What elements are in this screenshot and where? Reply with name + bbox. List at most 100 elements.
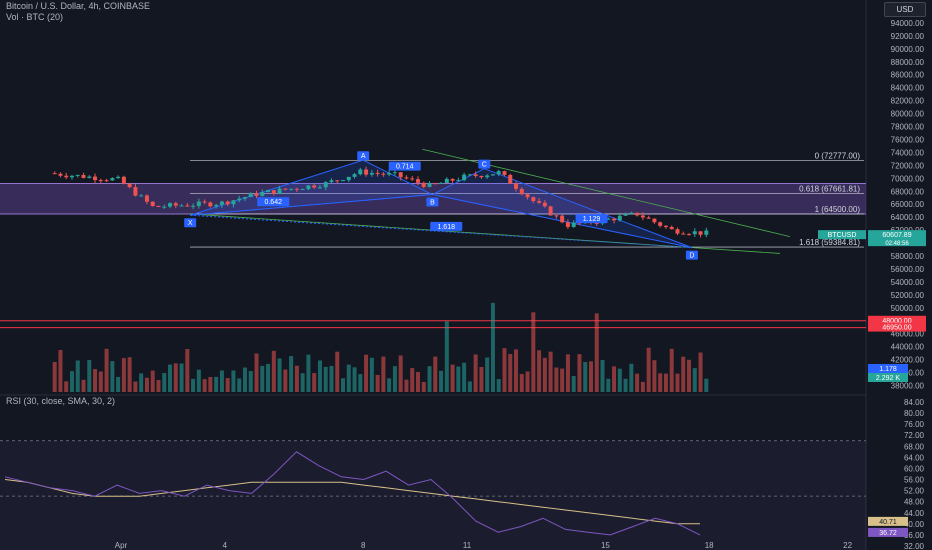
candle-body [658,222,663,226]
price-axis-label: 70000.00 [891,174,925,183]
volume-bar [289,356,294,392]
candle-body [329,180,334,183]
candle-body [277,188,282,194]
fib-level-label: 1.618 (59384.81) [799,238,860,247]
price-axis-label: 90000.00 [891,45,925,54]
volume-bar [81,379,86,392]
candle-body [606,218,611,220]
volume-bar [156,380,161,392]
candle-body [335,180,340,182]
volume-tag-label: 1.178 [879,366,897,373]
time-axis-label: 22 [843,541,852,550]
candle-body [698,231,703,235]
volume-bar [410,368,415,392]
volume-bar [133,381,138,392]
price-axis-label: 76000.00 [891,135,925,144]
candle-body [646,217,651,219]
candle-body [323,182,328,188]
candle-body [537,201,542,203]
candle-body [640,215,645,218]
candle-body [104,180,109,182]
price-tag-box [868,315,926,325]
volume-bar [277,358,282,392]
candle-body [306,185,311,190]
volume-bar [323,366,328,392]
volume-bar [398,355,403,392]
volume-bar [300,373,305,392]
volume-bar [271,350,276,392]
rsi-axis-label: 84.00 [904,398,925,407]
volume-bar [364,354,369,392]
candle-body [519,188,524,195]
candle-body [479,176,484,178]
volume-bar [127,357,132,392]
candle-body [514,183,519,189]
volume-bar [266,363,271,392]
volume-bar [358,374,363,392]
volume-bar [352,367,357,392]
volume-bar [594,313,599,392]
volume-bar [387,378,392,392]
candle-body [156,205,161,207]
candle-body [433,183,438,185]
pattern-point-box [685,250,698,260]
volume-bar [93,369,98,392]
symbol-tag-box [818,230,866,240]
price-axis-label: 42000.00 [891,356,925,365]
price-axis-label: 44000.00 [891,343,925,352]
volume-bar [658,373,663,392]
candle-body [542,202,547,207]
candle-body [485,175,490,178]
volume-bar [617,368,622,392]
candle-body [681,233,686,235]
volume-bar [456,366,461,392]
pattern-point-label: B [430,200,435,207]
volume-bar [588,361,593,392]
volume-bar [450,364,455,392]
volume-bar [144,377,149,392]
candle-body [260,192,265,196]
currency-button[interactable]: USD [884,2,926,17]
volume-bar [496,379,501,392]
volume-bar [116,376,121,392]
time-axis-label: Apr [115,541,128,550]
time-axis-label: 11 [463,541,472,550]
candle-body [635,212,640,216]
time-axis-label: 18 [705,541,714,550]
price-axis-label: 72000.00 [891,161,925,170]
candle-body [283,188,288,190]
volume-bar [75,360,80,392]
volume-bar [219,370,224,392]
volume-bar [317,360,322,392]
price-axis-label: 80000.00 [891,110,925,119]
candle-body [185,205,190,207]
volume-tag-box [868,364,908,373]
volume-bar [381,356,386,392]
candle-body [214,204,219,207]
candle-body [352,174,357,177]
candle-body [179,205,184,207]
rsi-axis-label: 68.00 [904,442,925,451]
candle-body [554,215,559,217]
candle-body [75,174,80,176]
candle-body [571,222,576,227]
candle-body [121,176,126,184]
fib-level-label: 1 (64500.00) [815,205,861,214]
volume-bar [577,354,582,392]
volume-bar [254,353,259,392]
pattern-ratio-label: 0.642 [264,199,282,206]
rsi-ma-line [4,479,700,525]
candle-body [612,218,617,221]
volume-bar [248,371,253,392]
volume-bar [87,359,92,392]
candle-body [364,169,369,175]
pattern-point-label: D [689,253,694,260]
pattern-point-box [184,218,197,228]
candle-body [87,176,92,178]
volume-bar [681,356,686,392]
volume-bar [514,349,519,392]
candle-body [421,182,426,187]
rsi-axis-label: 32.00 [904,542,925,550]
pattern-ratio-box [430,221,463,231]
